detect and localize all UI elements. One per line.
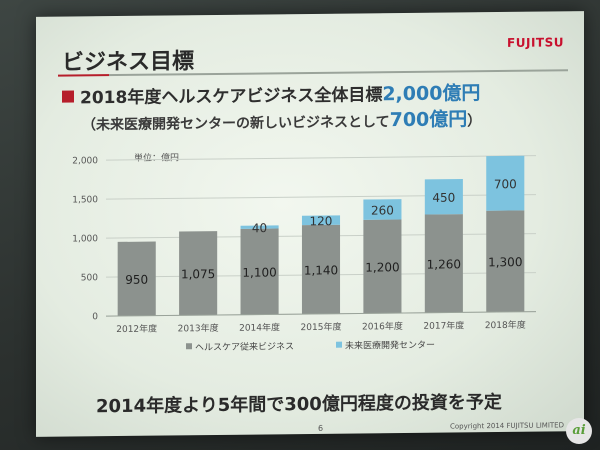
- x-tick-label: 2017年度: [423, 319, 464, 331]
- x-tick-label: 2013年度: [178, 322, 219, 334]
- bar-segment-new: [424, 179, 463, 215]
- y-tick-label: 2,000: [72, 156, 98, 166]
- legend-label-new: 未来医療開発センター: [345, 339, 435, 352]
- bar-segment-existing: [301, 224, 341, 315]
- bar-segment-existing: [240, 228, 279, 315]
- data-label-existing: 1,260: [427, 257, 461, 271]
- x-axis-line: [106, 311, 536, 317]
- data-label-new: 260: [371, 203, 394, 217]
- x-tick-label: 2018年度: [485, 319, 526, 331]
- bar-segment-existing: [363, 219, 402, 314]
- legend-label-existing: ヘルスケア従来ビジネス: [195, 340, 294, 353]
- data-label-new: 40: [252, 221, 267, 235]
- bar-segment-existing: [117, 241, 156, 317]
- y-tick-label: 0: [92, 312, 98, 322]
- data-label-existing: 1,200: [365, 260, 399, 274]
- bar-segment-new: [363, 199, 402, 220]
- bar-segment-existing: [424, 214, 463, 313]
- presentation-slide: ビジネス目標 FUJITSU 2018年度ヘルスケアビジネス全体目標2,000億…: [36, 11, 584, 437]
- legend-swatch-new: [336, 341, 342, 348]
- data-label-new: 120: [310, 214, 333, 228]
- bar-segment-new: [240, 225, 279, 229]
- watermark-logo: ai: [566, 418, 592, 444]
- y-gridline: [106, 194, 536, 200]
- investment-statement: 2014年度より5年間で300億円程度の投資を予定: [96, 391, 502, 418]
- y-gridline: [106, 155, 536, 161]
- data-label-existing: 1,300: [488, 255, 522, 269]
- x-tick-label: 2016年度: [362, 320, 403, 332]
- bar-segment-existing: [179, 231, 218, 316]
- data-label-new: 700: [494, 177, 517, 191]
- y-tick-label: 500: [81, 273, 98, 283]
- bar-segment-new: [301, 215, 341, 226]
- y-tick-label: 1,500: [72, 195, 98, 205]
- page-number: 6: [318, 423, 324, 433]
- x-tick-label: 2014年度: [239, 321, 280, 333]
- data-label-existing: 1,100: [242, 265, 276, 279]
- data-label-existing: 1,140: [304, 263, 338, 277]
- stacked-bar-chart: 0 500 1,000 1,500 2,000 950 2012年度 1,075 2013年度 4…: [72, 155, 536, 353]
- legend-swatch-existing: [186, 343, 192, 350]
- x-tick-label: 2012年度: [116, 323, 157, 335]
- bar-segment-new: [486, 155, 525, 211]
- y-tick-label: 1,000: [72, 234, 98, 244]
- x-tick-label: 2015年度: [301, 321, 342, 333]
- copyright-text: Copyright 2014 FUJITSU LIMITED: [450, 421, 564, 431]
- data-label-existing: 950: [125, 273, 148, 287]
- data-label-new: 450: [432, 191, 455, 205]
- data-label-existing: 1,075: [181, 267, 215, 281]
- bar-segment-existing: [486, 210, 525, 313]
